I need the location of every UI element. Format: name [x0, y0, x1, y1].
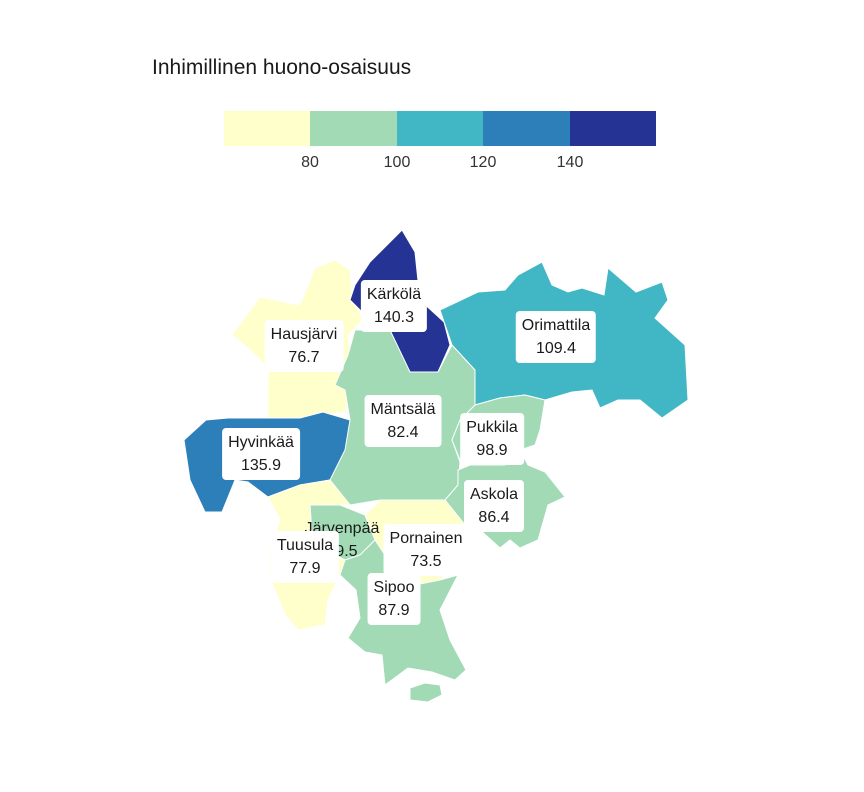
region-value: 76.7: [288, 349, 320, 366]
region-name: Pukkila: [466, 419, 518, 436]
legend-swatch: [483, 111, 570, 146]
region-value: 135.9: [240, 457, 282, 474]
legend-swatch: [396, 111, 484, 146]
legend-swatch: [224, 111, 311, 146]
color-legend: [224, 111, 657, 146]
region-name: Tuusula: [276, 537, 334, 554]
legend-tick: 120: [469, 154, 497, 171]
region-label-mantsala: Mäntsälä 82.4: [364, 395, 442, 447]
region-name: Hyvinkää: [228, 434, 294, 451]
region-value: 140.3: [373, 309, 415, 326]
legend-swatch: [310, 111, 397, 146]
region-label-sipoo: Sipoo 87.9: [367, 573, 421, 625]
region-label-orimattila: Orimattila 109.4: [515, 311, 597, 363]
legend-tick: 80: [301, 154, 319, 171]
region-name: Sipoo: [373, 579, 415, 596]
region-label-pukkila: Pukkila 98.9: [460, 413, 524, 465]
region-label-karkola: Kärkölä 140.3: [360, 280, 428, 332]
legend-tick: 100: [383, 154, 411, 171]
region-value: 73.5: [410, 553, 442, 570]
region-sipoo-island[interactable]: [409, 682, 443, 703]
region-name: Hausjärvi: [270, 326, 338, 343]
region-value: 86.4: [478, 509, 510, 526]
legend-swatch: [569, 111, 657, 146]
region-name: Askola: [469, 486, 519, 503]
region-value: 109.4: [535, 340, 577, 357]
region-value: 77.9: [289, 560, 321, 577]
region-name: Kärkölä: [366, 286, 422, 303]
map-title: Inhimillinen huono-osaisuus: [152, 56, 412, 79]
region-label-hausjarvi: Hausjärvi 76.7: [264, 320, 344, 372]
region-name: Pornainen: [389, 530, 463, 547]
region-label-tuusula: Tuusula 77.9: [270, 531, 340, 583]
region-value: 82.4: [387, 424, 419, 441]
region-value: 98.9: [476, 442, 508, 459]
legend-tick: 140: [556, 154, 584, 171]
region-name: Mäntsälä: [370, 401, 436, 418]
region-label-askola: Askola 86.4: [463, 480, 525, 532]
region-value: 87.9: [378, 602, 410, 619]
region-name: Orimattila: [521, 317, 591, 334]
region-label-pornainen: Pornainen 73.5: [383, 524, 469, 576]
region-label-hyvinkaa: Hyvinkää 135.9: [222, 428, 300, 480]
